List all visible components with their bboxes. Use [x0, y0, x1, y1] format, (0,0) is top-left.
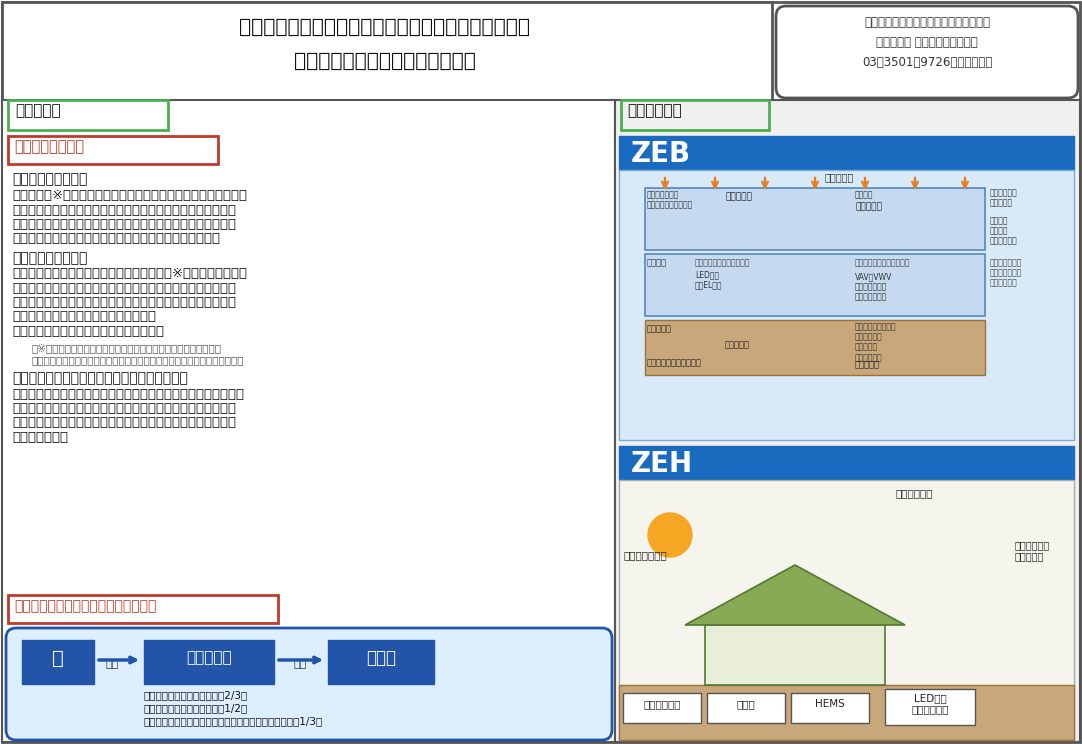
- Text: 製造産業局 住宅産業窯業建材課: 製造産業局 住宅産業窯業建材課: [876, 36, 978, 49]
- Text: 自然換気
外気冷房
夜間外気冷却: 自然換気 外気冷房 夜間外気冷却: [990, 216, 1018, 246]
- Bar: [621, 100, 769, 130]
- Text: 高効率熱源: 高効率熱源: [855, 360, 880, 369]
- Text: タスク・アンビエント空調: タスク・アンビエント空調: [855, 258, 910, 267]
- Text: 能設備機器と制御機構等の組合せによる住宅のゼロエネ化に資: 能設備機器と制御機構等の組合せによる住宅のゼロエネ化に資: [12, 296, 236, 309]
- Text: ＺＥＢ（※）の実現と普及拡大を目指し、かつ２０２０年まで: ＺＥＢ（※）の実現と普及拡大を目指し、かつ２０２０年まで: [12, 189, 247, 202]
- Bar: [328, 640, 434, 684]
- Text: の導入を支援し、高性能な断熱材や窓の市場拡大と価格低減効: の導入を支援し、高性能な断熱材や窓の市場拡大と価格低減効: [12, 417, 236, 429]
- Bar: [615, 100, 1080, 742]
- Text: する住宅システムの導入を支援します。: する住宅システムの導入を支援します。: [12, 310, 156, 324]
- Text: ZEH: ZEH: [631, 450, 694, 478]
- Bar: [144, 640, 274, 684]
- Text: の構成要素に資する高性能設備機器等を導入し、高い省エネル: の構成要素に資する高性能設備機器等を導入し、高い省エネル: [12, 218, 236, 231]
- Bar: [791, 693, 869, 723]
- Text: 高効率照明: 高効率照明: [725, 192, 752, 201]
- Text: 下水熱利用: 下水熱利用: [725, 340, 750, 349]
- Text: 【既築住宅における高性能建材導入促進事業】　（最大1/3）: 【既築住宅における高性能建材導入促進事業】 （最大1/3）: [144, 716, 324, 726]
- Text: ：年間の１次エネルギー消費量がネットで概ねゼロとなる建築物／住宅: ：年間の１次エネルギー消費量がネットで概ねゼロとなる建築物／住宅: [32, 356, 245, 365]
- Text: タスク・アンビエント照明: タスク・アンビエント照明: [695, 258, 751, 267]
- Text: 補助: 補助: [105, 659, 119, 669]
- Circle shape: [648, 513, 692, 557]
- Text: LED照明
人感センサー: LED照明 人感センサー: [911, 693, 949, 714]
- Bar: [2, 2, 771, 100]
- Bar: [619, 480, 1074, 740]
- Bar: [8, 136, 217, 164]
- Text: 補助: 補助: [293, 659, 306, 669]
- Bar: [885, 689, 975, 725]
- Text: （経済産業省・国土交通省　共同事業）: （経済産業省・国土交通省 共同事業）: [12, 325, 164, 338]
- Text: 資源エネｷﾞｰ庁　省エネｷﾞｰ対策課: 資源エネｷﾞｰ庁 省エネｷﾞｰ対策課: [865, 16, 990, 29]
- Bar: [619, 446, 1074, 480]
- Text: 事業の概要・目的: 事業の概要・目的: [14, 139, 84, 154]
- Text: 条件（対象者、対象行為、補助率等）: 条件（対象者、対象行為、補助率等）: [14, 599, 157, 613]
- Text: 外皮性能の向上
エアフローウィンドウ: 外皮性能の向上 エアフローウィンドウ: [647, 190, 694, 209]
- FancyBboxPatch shape: [6, 628, 612, 740]
- Bar: [2, 100, 615, 742]
- Text: 河川水利用: 河川水利用: [647, 324, 672, 333]
- Text: 外気負荷削減
全熱交換器: 外気負荷削減 全熱交換器: [990, 188, 1018, 208]
- Text: １１０．０億円（７０．０億円）: １１０．０億円（７０．０億円）: [294, 52, 476, 71]
- Bar: [645, 188, 985, 250]
- Text: 【ＺＥＢ実証事業】: 【ＺＥＢ実証事業】: [12, 172, 88, 186]
- Text: ※ＺＥＢ／ＺＥＨ（ネット・ゼロ・エネルギー・ビル／ハウス）: ※ＺＥＢ／ＺＥＨ（ネット・ゼロ・エネルギー・ビル／ハウス）: [32, 344, 222, 353]
- FancyBboxPatch shape: [776, 6, 1078, 98]
- Text: 【ＺＥＢ実証事業】　（最大2/3）: 【ＺＥＢ実証事業】 （最大2/3）: [144, 690, 248, 700]
- Bar: [22, 640, 94, 684]
- Text: 果を狙います。: 果を狙います。: [12, 431, 68, 444]
- Bar: [619, 170, 1074, 440]
- Text: 高効率給湯器: 高効率給湯器: [644, 699, 681, 709]
- Text: VAV・VWV
大温度差養送風
デシカント空調: VAV・VWV 大温度差養送風 デシカント空調: [855, 272, 893, 302]
- Text: 太陽熱利用: 太陽熱利用: [824, 172, 854, 182]
- Text: 民間団体等: 民間団体等: [186, 650, 232, 665]
- Text: 蓄電池: 蓄電池: [737, 699, 755, 709]
- Text: 03－3501－9726（省エネ課）: 03－3501－9726（省エネ課）: [861, 56, 992, 69]
- Text: 【既築住宅における高性能建材導入促進事業】: 【既築住宅における高性能建材導入促進事業】: [12, 371, 188, 385]
- Bar: [705, 625, 885, 685]
- Text: 未利用エネルギーの活用: 未利用エネルギーの活用: [647, 358, 702, 367]
- Bar: [619, 685, 1074, 740]
- Bar: [645, 254, 985, 316]
- Text: HEMS: HEMS: [815, 699, 845, 709]
- Text: クールチューブ
（地中熱利用）
（井水利用）: クールチューブ （地中熱利用） （井水利用）: [990, 258, 1022, 288]
- Text: 高効率ヒートポンプ
高効率ボイラ
コージェネ
高効率ポンプ: 高効率ヒートポンプ 高効率ボイラ コージェネ 高効率ポンプ: [855, 322, 897, 362]
- Text: 国: 国: [52, 649, 64, 667]
- Text: 設置者: 設置者: [366, 649, 396, 667]
- Bar: [8, 100, 168, 130]
- Bar: [707, 693, 786, 723]
- Bar: [619, 136, 1074, 170]
- Bar: [8, 595, 278, 623]
- Text: 住宅・ビルの革新的省エネ技術導入促進事業費補助金: 住宅・ビルの革新的省エネ技術導入促進事業費補助金: [239, 18, 530, 37]
- Text: 事業イメージ: 事業イメージ: [626, 103, 682, 118]
- Bar: [623, 693, 701, 723]
- Text: に新築公共建築物等においてＺＥＢ化を実現するため、ＺＥＢ: に新築公共建築物等においてＺＥＢ化を実現するため、ＺＥＢ: [12, 204, 236, 217]
- Text: 躯体の高断熱化: 躯体の高断熱化: [623, 550, 667, 560]
- Text: 高効率空調機
輻射空調機: 高効率空調機 輻射空調機: [1015, 540, 1051, 562]
- Text: 昼光利用: 昼光利用: [647, 258, 667, 267]
- Text: 高効率空調: 高効率空調: [855, 202, 882, 211]
- Polygon shape: [685, 565, 905, 625]
- Text: 放射冷房: 放射冷房: [855, 190, 873, 199]
- Text: 既築住宅の抜本的な省エネルギーを図るため、既築住宅の改修: 既築住宅の抜本的な省エネルギーを図るため、既築住宅の改修: [12, 388, 245, 400]
- Text: LED照明
有機EL照明: LED照明 有機EL照明: [695, 270, 723, 289]
- Text: 住宅の省エネ化を推進するため、ＺＥＨ（※）の普及促進を図: 住宅の省エネ化を推進するため、ＺＥＨ（※）の普及促進を図: [12, 267, 247, 280]
- Text: り、中小工務店におけるゼロ・エネルギー住宅の取組み、高性: り、中小工務店におけるゼロ・エネルギー住宅の取組み、高性: [12, 281, 236, 295]
- Text: に対し、一定の省エネルギー性能を満たす高性能な断熱材や窓: に対し、一定の省エネルギー性能を満たす高性能な断熱材や窓: [12, 402, 236, 415]
- Text: 事業の内容: 事業の内容: [15, 103, 61, 118]
- Bar: [645, 320, 985, 375]
- Text: 【ＺＥＨ支援事業】: 【ＺＥＨ支援事業】: [12, 251, 88, 265]
- Text: 太陽熱温水器: 太陽熱温水器: [895, 488, 933, 498]
- Text: ZEB: ZEB: [631, 140, 691, 168]
- Text: ギー性能を実現する建築物に対し導入費用を支援します。: ギー性能を実現する建築物に対し導入費用を支援します。: [12, 232, 220, 246]
- Text: 【ＺＥＨ支援事業】　（最大1/2）: 【ＺＥＨ支援事業】 （最大1/2）: [144, 703, 248, 713]
